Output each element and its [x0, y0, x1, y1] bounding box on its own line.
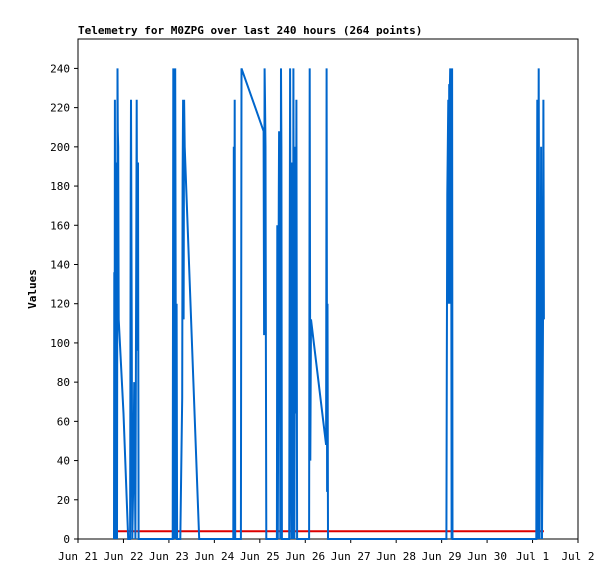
y-tick-label: 180	[50, 180, 70, 193]
chart-title: Telemetry for M0ZPG over last 240 hours …	[78, 24, 422, 37]
y-axis-label: Values	[26, 269, 39, 309]
y-tick-label: 0	[63, 533, 70, 546]
x-tick-label: Jul 2	[561, 550, 594, 563]
x-tick-label: Jun 25	[240, 550, 280, 563]
x-tick-label: Jun 23	[149, 550, 189, 563]
x-tick-label: Jun 26	[285, 550, 325, 563]
y-tick-label: 20	[57, 494, 70, 507]
values-series-line	[113, 68, 545, 540]
y-tick-label: 200	[50, 141, 70, 154]
y-tick-label: 100	[50, 337, 70, 350]
y-tick-label: 220	[50, 102, 70, 115]
y-tick-label: 80	[57, 376, 70, 389]
plot-area: 0 20 40 60 80 100 120 140 160 180 200 220 240 Jun 21 J…	[50, 38, 595, 563]
x-tick-label: Jul 1	[516, 550, 549, 563]
y-tick-label: 160	[50, 219, 70, 232]
x-tick-label: Jun 29	[422, 550, 462, 563]
y-tick-label: 140	[50, 258, 70, 271]
x-tick-label: Jun 30	[467, 550, 507, 563]
x-tick-label: Jun 22	[104, 550, 144, 563]
y-tick-label: 60	[57, 415, 70, 428]
y-tick-label: 120	[50, 298, 70, 311]
x-tick-label: Jun 28	[376, 550, 416, 563]
x-tick-label: Jun 27	[331, 550, 371, 563]
y-tick-label: 240	[50, 62, 70, 75]
x-tick-label: Jun 21	[58, 550, 98, 563]
y-tick-label: 40	[57, 455, 70, 468]
x-tick-label: Jun 24	[194, 550, 234, 563]
